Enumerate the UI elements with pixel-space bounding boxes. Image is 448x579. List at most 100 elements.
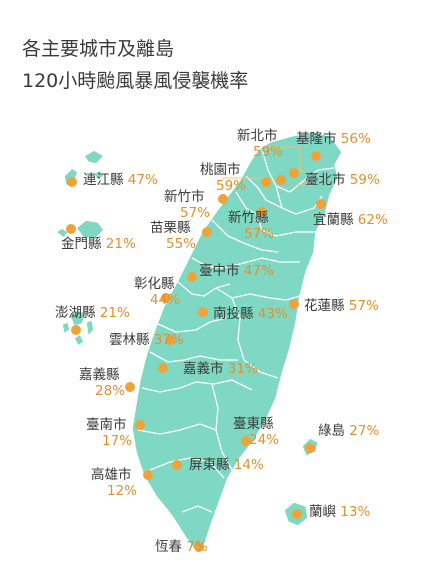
hsinchu-city-dot [218,194,228,204]
pingtung-name: 屏東縣 [189,457,230,473]
keelung-probability: 56% [340,131,371,147]
county-borders [137,149,335,513]
hualien-label: 花蓮縣 57% [304,298,379,314]
pingtung-probability: 14% [233,457,264,473]
hengchun-label: 恆春 7% [155,539,208,555]
lienchiang-name: 連江縣 [83,172,124,188]
pingtung-label: 屏東縣 14% [189,457,264,473]
new-taipei-label: 新北市 59% [237,128,283,160]
lienchiang-probability: 47% [127,172,158,188]
kinmen-name: 金門縣 [61,236,102,252]
hsinchu-county-label: 新竹縣 57% [228,210,274,242]
taitung-label: 臺東縣 24% [233,416,279,448]
tainan-name: 臺南市 [86,417,127,433]
map-title-line-1: 各主要城市及離島 [22,38,175,60]
miaoli-name: 苗栗縣 [150,220,191,236]
chiayi-city-probability: 31% [227,361,258,377]
yunlin-probability: 37% [153,332,184,348]
chiayi-city-dot [158,363,168,373]
taitung-dot [241,436,251,446]
nantou-dot [198,307,208,317]
taoyuan-name: 桃園市 [200,162,241,178]
hengchun-probability: 7% [186,539,208,555]
kaohsiung-name: 高雄市 [91,467,132,483]
taichung-dot [187,272,197,282]
kinmen-dot [66,224,76,234]
miaoli-probability: 55% [166,236,197,252]
yilan-dot [316,199,326,209]
hsinchu-city-probability: 57% [180,205,211,221]
yilan-label: 宜蘭縣 62% [313,212,388,228]
taiwan-main-island [131,131,343,553]
taitung-probability: 24% [249,432,280,448]
hengchun-dot [194,542,204,552]
kaohsiung-label: 高雄市 12% [91,467,137,499]
miaoli-dot [202,227,212,237]
yunlin-name: 雲林縣 [109,332,150,348]
changhua-name: 彰化縣 [134,276,175,292]
kinmen-probability: 21% [105,236,136,252]
changhua-label: 彰化縣 44% [134,276,180,308]
lanyu-probability: 13% [340,504,371,520]
nantou-name: 南投縣 [213,306,254,322]
map-title-line-2: 120小時颱風暴風侵襲機率 [22,70,249,92]
tainan-label: 臺南市 17% [86,417,132,449]
new-taipei-name: 新北市 [237,128,278,144]
chiayi-county-label: 嘉義縣 28% [79,367,125,399]
yilan-probability: 62% [357,212,388,228]
green-island-name: 綠島 [318,423,345,439]
lienchiang-label: 連江縣 47% [83,172,158,188]
taipei-name: 臺北市 [305,172,346,188]
hsinchu-city-name: 新竹市 [164,189,205,205]
keelung-dot [311,151,321,161]
taipei-label: 臺北市 59% [305,172,380,188]
yunlin-label: 雲林縣 37% [109,332,184,348]
taoyuan-label: 桃園市 59% [200,162,246,194]
keelung-label: 基隆市 56% [296,131,371,147]
hsinchu-city-label: 新竹市 57% [164,189,210,221]
chiayi-city-name: 嘉義市 [183,361,224,377]
chiayi-county-probability: 28% [95,383,126,399]
taichung-label: 臺中市 47% [199,263,274,279]
penghu-dot [71,325,81,335]
kaohsiung-probability: 12% [107,483,138,499]
taipei-dot [289,168,299,178]
penghu-name: 澎湖縣 [55,305,96,321]
kinmen-label: 金門縣 21% [61,236,136,252]
lanyu-dot [292,509,302,519]
miaoli-label: 苗栗縣 55% [150,220,196,252]
hsinchu-county-probability: 57% [244,226,275,242]
green-island-label: 綠島 27% [318,423,379,439]
new-taipei-probability: 59% [253,144,284,160]
nantou-probability: 43% [257,306,288,322]
hualien-dot [289,299,299,309]
penghu-label: 澎湖縣 21% [55,305,130,321]
location-dots [66,151,326,552]
chiayi-county-name: 嘉義縣 [79,367,120,383]
taichung-name: 臺中市 [199,263,240,279]
yilan-name: 宜蘭縣 [313,212,354,228]
hsinchu-county-dot [257,207,267,217]
lienchiang-dot [67,177,77,187]
nantou-label: 南投縣 43% [213,306,288,322]
hualien-probability: 57% [348,298,379,314]
penghu-islands [61,309,95,347]
new-taipei-dot [276,175,286,185]
hualien-name: 花蓮縣 [304,298,345,314]
green-island-probability: 27% [349,423,380,439]
chiayi-county-dot [125,382,135,392]
pingtung-dot [172,460,182,470]
keelung-name: 基隆市 [296,131,337,147]
lienchiang-islands [63,149,105,187]
taoyuan-dot [261,177,271,187]
taichung-probability: 47% [243,263,274,279]
kaohsiung-dot [143,470,153,480]
taitung-name: 臺東縣 [233,416,274,432]
taipei-probability: 59% [349,172,380,188]
chiayi-city-label: 嘉義市 31% [183,361,258,377]
tainan-dot [135,420,145,430]
hsinchu-county-name: 新竹縣 [228,210,269,226]
lanyu-label: 蘭嶼 13% [309,504,370,520]
penghu-probability: 21% [99,305,130,321]
